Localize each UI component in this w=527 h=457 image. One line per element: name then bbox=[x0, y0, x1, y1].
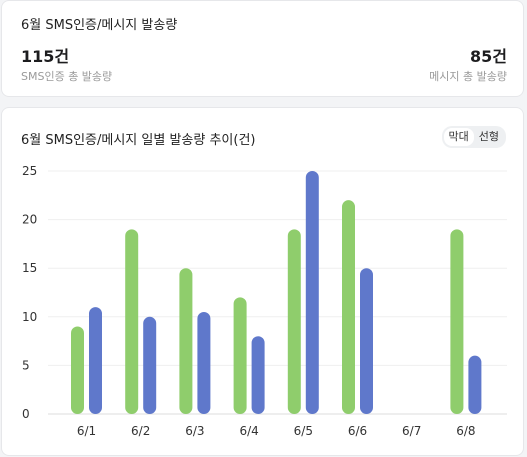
chart-title: 6월 SMS인증/메시지 일별 발송량 추이(건) bbox=[21, 133, 256, 148]
message-total-value: 85건 bbox=[470, 47, 507, 66]
bar-sms bbox=[125, 229, 139, 414]
x-tick-label: 6/2 bbox=[131, 424, 150, 438]
y-tick-label: 0 bbox=[22, 407, 30, 421]
bar-message bbox=[251, 336, 265, 414]
bar-sms bbox=[287, 229, 301, 414]
x-tick-label: 6/8 bbox=[456, 424, 475, 438]
sms-total-label: SMS인증 총 발송량 bbox=[21, 70, 113, 83]
x-tick-label: 6/5 bbox=[294, 424, 313, 438]
x-tick-label: 6/4 bbox=[239, 424, 258, 438]
bar-sms bbox=[342, 200, 355, 414]
bar-sms bbox=[450, 229, 464, 414]
y-tick-label: 25 bbox=[22, 164, 37, 178]
y-tick-label: 20 bbox=[22, 213, 37, 227]
daily-volume-chart: 0 5 10 15 20 25 6/1 6/2 6/3 6/4 6/5 6/6 6/7 6/8 bbox=[22, 164, 507, 438]
bar-message bbox=[89, 307, 102, 414]
toggle-bar-button[interactable]: 막대 bbox=[443, 128, 474, 146]
y-tick-label: 15 bbox=[22, 261, 37, 275]
bar-sms bbox=[179, 268, 193, 414]
message-total-label: 메시지 총 발송량 bbox=[429, 70, 507, 83]
x-tick-label: 6/7 bbox=[402, 424, 421, 438]
chart-type-toggle: 막대 선형 bbox=[441, 126, 506, 148]
bar-message bbox=[197, 311, 211, 414]
sms-total-value: 115건 bbox=[21, 47, 70, 66]
toggle-line-button[interactable]: 선형 bbox=[478, 130, 499, 143]
x-tick-label: 6/3 bbox=[185, 424, 204, 438]
bar-message bbox=[468, 355, 482, 414]
bar-sms bbox=[71, 326, 84, 414]
bar-message bbox=[360, 268, 373, 414]
y-tick-label: 5 bbox=[22, 358, 30, 372]
bar-message bbox=[143, 316, 157, 414]
y-tick-label: 10 bbox=[22, 310, 37, 324]
bar-message bbox=[305, 171, 319, 414]
x-tick-label: 6/6 bbox=[348, 424, 367, 438]
chart-card: 6월 SMS인증/메시지 일별 발송량 추이(건) 막대 선형 0 5 10 15 20… bbox=[1, 107, 524, 456]
x-tick-label: 6/1 bbox=[77, 424, 96, 438]
summary-title: 6월 SMS인증/메시지 발송량 bbox=[21, 18, 178, 33]
summary-card: 6월 SMS인증/메시지 발송량 115건 SMS인증 총 발송량 85건 메시… bbox=[1, 0, 524, 97]
bar-sms bbox=[233, 297, 247, 414]
